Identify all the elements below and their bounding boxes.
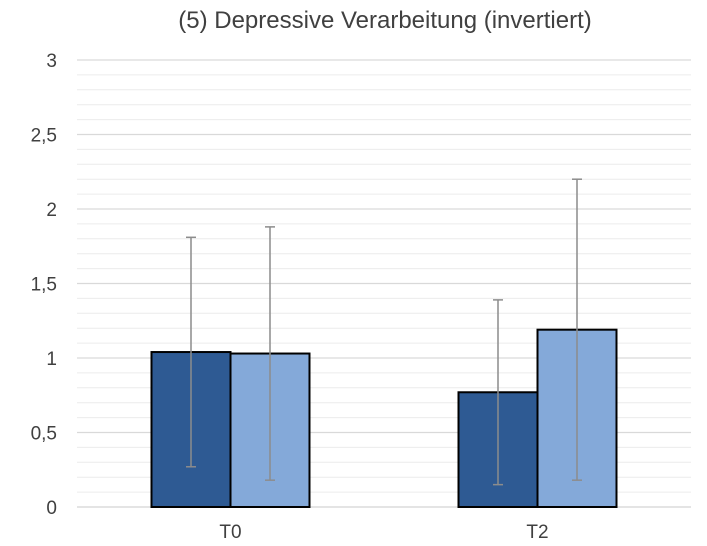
y-tick-labels: 0 0,5 1 1,5 2 2,5 3 — [31, 51, 57, 519]
x-tick-label: T2 — [526, 522, 548, 543]
y-tick-label: 0 — [46, 498, 57, 519]
chart-title: (5) Depressive Verarbeitung (invertiert) — [178, 7, 592, 34]
x-tick-labels: T0 T2 — [219, 522, 548, 543]
error-bars — [186, 178, 582, 486]
bars — [150, 328, 618, 509]
y-tick-label: 2,5 — [31, 126, 57, 147]
x-tick-label: T0 — [219, 522, 241, 543]
y-tick-label: 0,5 — [31, 424, 57, 445]
y-tick-label: 2 — [46, 200, 57, 221]
y-tick-label: 1 — [46, 349, 57, 370]
y-tick-label: 3 — [46, 51, 57, 72]
y-tick-label: 1,5 — [31, 275, 57, 296]
